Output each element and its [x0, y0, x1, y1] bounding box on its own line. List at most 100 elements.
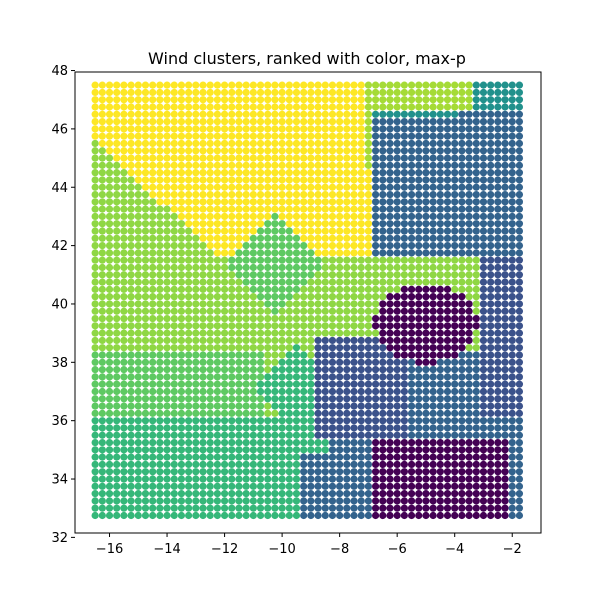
data-point: [372, 81, 380, 89]
data-point: [170, 278, 178, 286]
data-point: [372, 300, 380, 308]
data-point: [256, 424, 265, 432]
data-point: [364, 409, 373, 417]
data-point: [393, 460, 401, 469]
data-point: [242, 453, 250, 461]
data-point: [177, 380, 186, 388]
data-point: [314, 395, 322, 403]
data-point: [177, 96, 186, 104]
data-point: [156, 409, 164, 417]
data-point: [328, 220, 337, 228]
data-point: [372, 169, 380, 177]
data-point: [134, 409, 142, 417]
data-point: [393, 387, 401, 396]
data-point: [105, 212, 114, 221]
data-point: [400, 88, 408, 97]
data-point: [407, 387, 416, 396]
data-point: [141, 417, 150, 425]
data-point: [249, 300, 257, 308]
data-point: [285, 139, 293, 148]
data-point: [379, 132, 387, 140]
data-point: [271, 227, 279, 235]
data-point: [170, 490, 178, 498]
data-point: [487, 161, 495, 169]
data-point: [98, 402, 106, 410]
data-point: [300, 380, 308, 388]
data-point: [113, 409, 121, 417]
data-point: [515, 263, 524, 272]
data-point: [134, 227, 142, 235]
data-point: [271, 307, 279, 315]
data-point: [350, 409, 358, 417]
data-point: [127, 511, 135, 520]
data-point: [220, 242, 229, 250]
data-point: [386, 395, 394, 403]
data-point: [192, 154, 200, 162]
data-point: [206, 366, 214, 374]
data-point: [350, 110, 358, 118]
data-point: [271, 504, 279, 512]
data-point: [465, 147, 473, 155]
data-point: [220, 460, 229, 469]
data-point: [321, 176, 329, 184]
data-point: [494, 497, 502, 505]
data-point: [307, 110, 315, 118]
data-point: [206, 147, 214, 155]
data-point: [156, 351, 164, 359]
data-point: [357, 322, 365, 330]
data-point: [213, 110, 221, 118]
data-point: [372, 132, 380, 140]
data-point: [278, 227, 286, 235]
data-point: [185, 431, 193, 439]
data-point: [458, 373, 466, 381]
data-point: [127, 431, 135, 439]
data-point: [220, 88, 229, 97]
data-point: [436, 453, 444, 461]
data-point: [199, 176, 207, 184]
data-point: [443, 482, 452, 490]
data-point: [285, 81, 293, 89]
data-point: [163, 161, 171, 169]
data-point: [515, 504, 524, 512]
data-point: [199, 227, 207, 235]
data-point: [192, 511, 200, 520]
data-point: [105, 263, 114, 272]
data-point: [228, 227, 236, 235]
data-point: [515, 198, 524, 206]
data-point: [206, 256, 214, 264]
data-point: [379, 300, 387, 308]
data-point: [328, 256, 337, 264]
data-point: [479, 198, 488, 206]
data-point: [336, 263, 344, 272]
data-point: [379, 110, 387, 118]
data-point: [328, 139, 337, 148]
data-point: [429, 351, 437, 359]
data-point: [156, 395, 164, 403]
data-point: [199, 366, 207, 374]
data-point: [379, 293, 387, 301]
data-point: [170, 497, 178, 505]
data-point: [400, 373, 408, 381]
data-point: [292, 88, 301, 97]
data-point: [479, 395, 488, 403]
data-point: [328, 307, 337, 315]
data-point: [314, 242, 322, 250]
data-point: [185, 395, 193, 403]
data-point: [487, 103, 495, 111]
data-point: [350, 285, 358, 293]
data-point: [458, 438, 466, 447]
data-point: [105, 431, 114, 439]
data-point: [487, 380, 495, 388]
data-point: [451, 490, 459, 498]
data-point: [314, 344, 322, 352]
data-point: [285, 409, 293, 417]
data-point: [472, 81, 480, 89]
data-point: [364, 88, 373, 97]
data-point: [393, 125, 401, 133]
data-point: [278, 205, 286, 213]
data-point: [400, 147, 408, 155]
data-point: [228, 300, 236, 308]
data-point: [443, 366, 452, 374]
data-point: [149, 460, 157, 469]
data-point: [120, 417, 128, 425]
